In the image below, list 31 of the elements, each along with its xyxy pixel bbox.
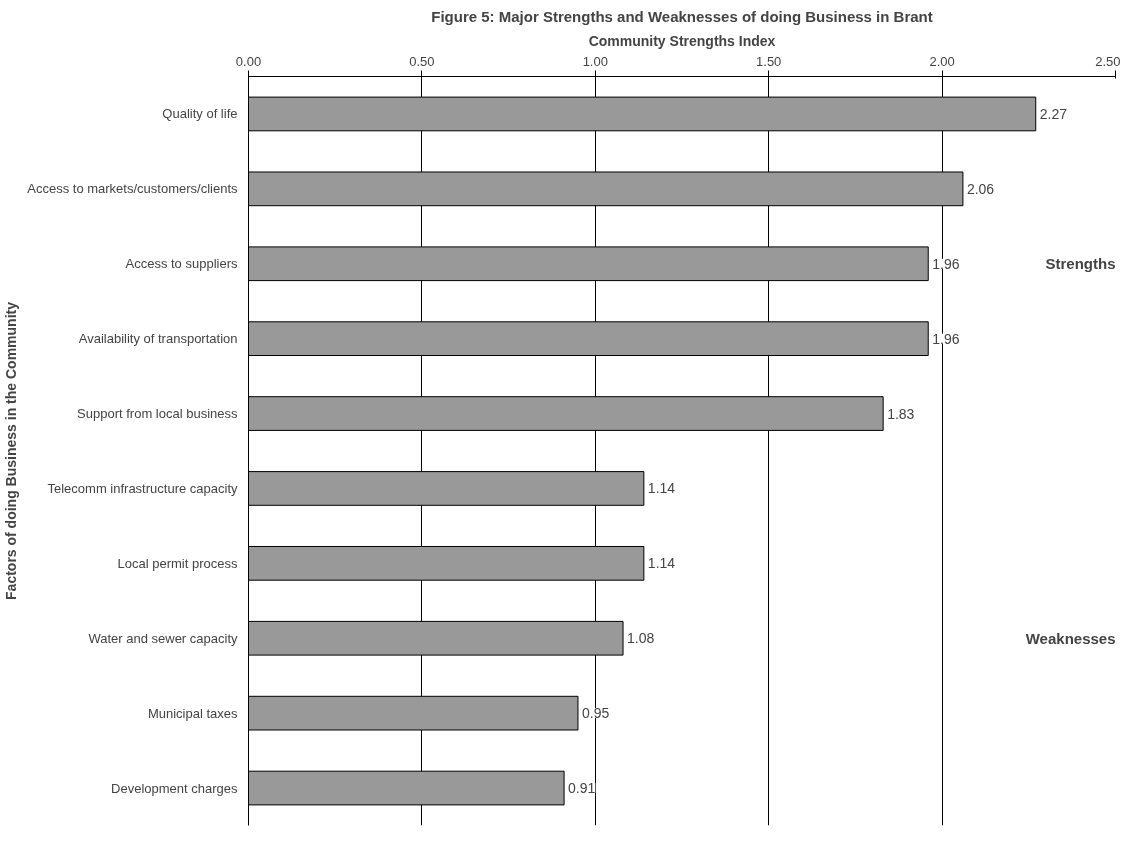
data-label: 2.06 [966,180,995,197]
x-tick-label: 0.00 [235,53,262,69]
data-label: 1.96 [932,255,960,272]
x-tick-label: 1.00 [582,53,608,69]
data-label: 1.96 [932,330,960,347]
chart-title: Figure 5: Major Strengths and Weaknesses of doing Business in Brant [431,7,933,25]
data-label: 1.83 [887,405,915,422]
data-label: 1.14 [647,555,676,572]
x-tick-label: 2.00 [929,53,955,69]
y-tick-label: Telecomm infrastructure capacity [47,480,238,496]
y-tick-label: Municipal taxes [147,705,238,721]
x-tick-label: 0.50 [409,53,435,69]
data-label: 1.08 [627,630,655,647]
y-tick-label: Availability of transportation [78,331,238,347]
y-tick-label: Access to suppliers [125,256,238,272]
data-label: 0.91 [568,780,596,797]
x-axis-title: Community Strengths Index [588,32,776,49]
y-tick-label: Development charges [111,780,238,796]
y-axis-title: Factors of doing Business in the Community [3,301,20,600]
y-tick-label: Water and sewer capacity [88,630,238,646]
y-tick-label: Support from local business [77,406,238,422]
annotation: Weaknesses [1025,629,1116,647]
y-tick-label: Local permit process [117,555,238,571]
y-tick-label: Access to markets/customers/clients [27,181,238,197]
data-label: 2.27 [1039,105,1068,122]
data-label: 1.14 [647,480,676,497]
x-tick-label: 2.50 [1095,53,1121,69]
annotation: Strengths [1045,255,1116,273]
x-tick-label: 1.50 [756,53,782,69]
data-label: 0.95 [581,705,610,722]
y-tick-label: Quality of life [162,106,238,122]
